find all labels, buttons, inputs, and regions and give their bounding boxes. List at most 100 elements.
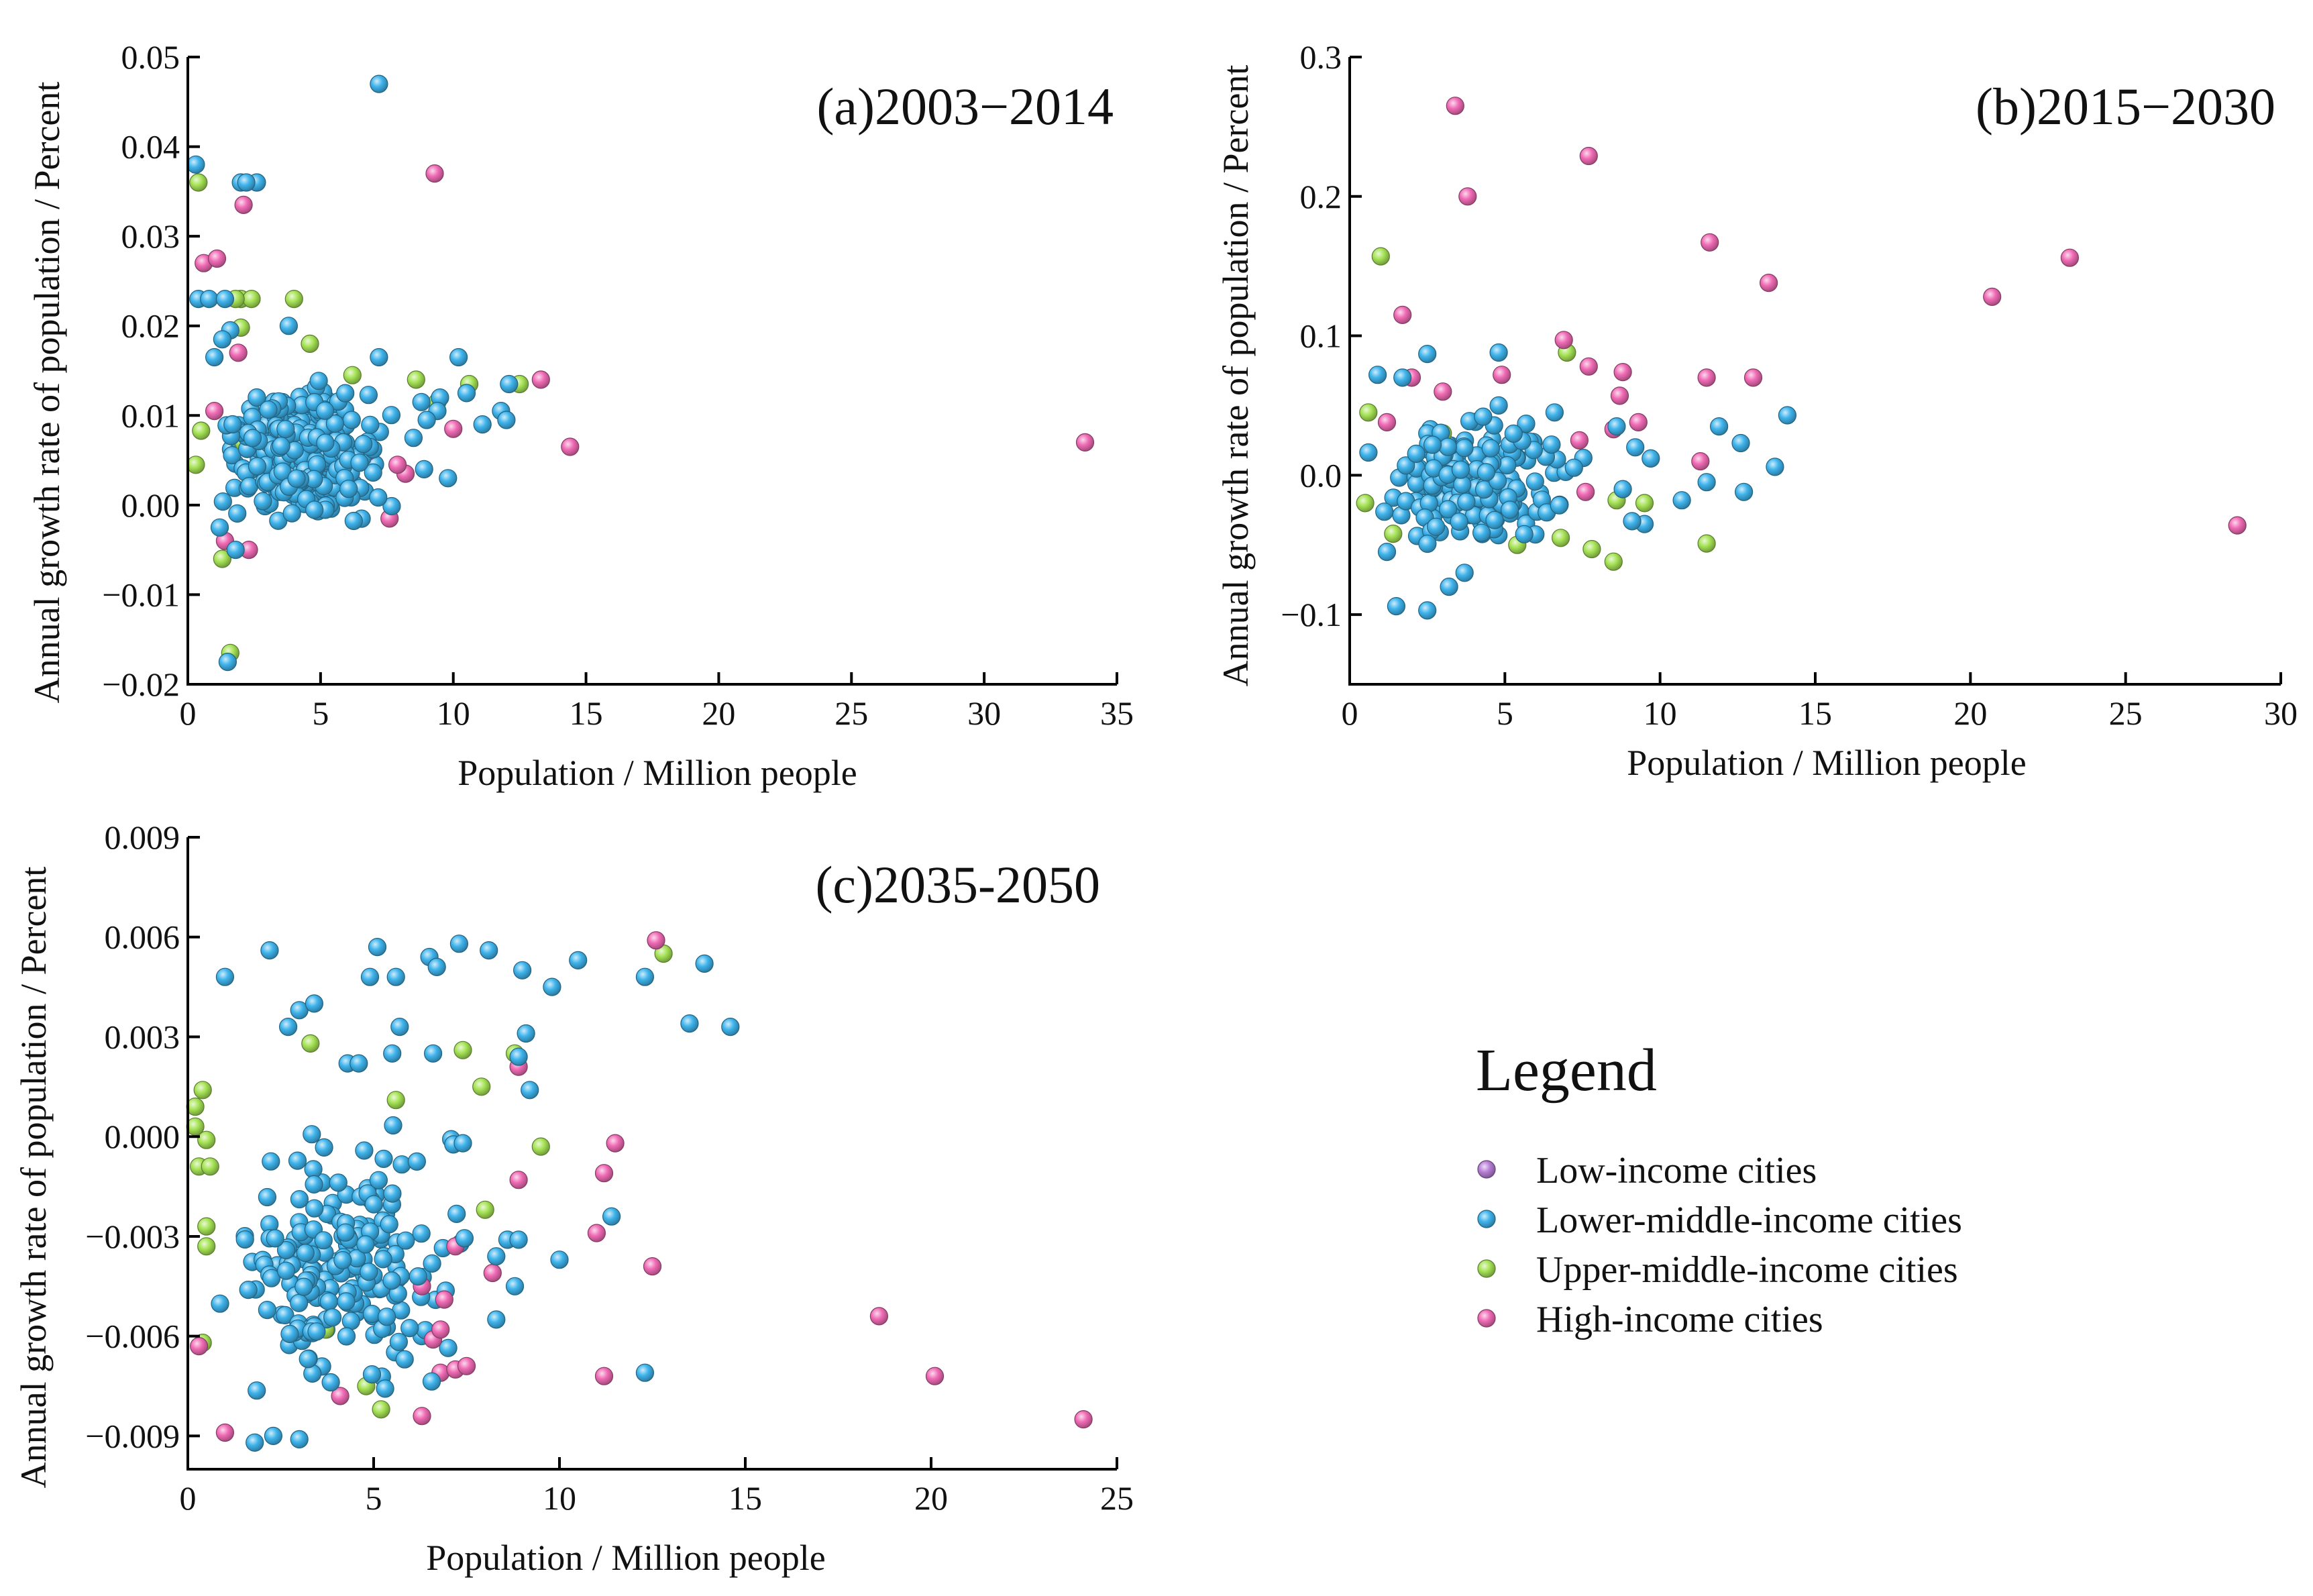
scatter-point-lower-middle	[344, 511, 363, 531]
legend-marker-lower-middle	[1477, 1210, 1496, 1228]
scatter-point-lower-middle	[457, 384, 476, 403]
scatter-point-lower-middle	[449, 935, 469, 953]
scatter-point-lower-middle	[218, 652, 237, 672]
scatter-point-lower-middle	[1407, 444, 1426, 464]
scatter-point-lower-middle	[1455, 564, 1474, 582]
scatter-point-upper-middle	[301, 1034, 320, 1053]
y-tick-label: 0.01	[121, 396, 180, 434]
legend-marker-upper-middle	[1477, 1259, 1496, 1278]
scatter-point-lower-middle	[294, 1277, 313, 1296]
scatter-point-lower-middle	[362, 1304, 382, 1324]
scatter-point-high	[1701, 233, 1719, 252]
scatter-point-lower-middle	[307, 455, 327, 474]
x-tick-label: 20	[702, 694, 735, 732]
scatter-point-lower-middle	[336, 384, 355, 403]
scatter-point-lower-middle	[205, 348, 224, 367]
scatter-point-lower-middle	[383, 1044, 402, 1063]
scatter-point-lower-middle	[1489, 396, 1508, 415]
legend-items: Low-income cities Lower-middle-income cit…	[1477, 1150, 1962, 1340]
x-tick-label: 0	[180, 1479, 197, 1517]
scatter-point-lower-middle	[316, 433, 335, 452]
x-axis-label-a: Population / Million people	[458, 753, 857, 793]
scatter-point-lower-middle	[1550, 496, 1568, 515]
scatter-point-high	[2228, 516, 2247, 535]
scatter-point-lower-middle	[186, 155, 205, 174]
scatter-point-lower-middle	[1623, 512, 1642, 531]
scatter-point-high	[1074, 1410, 1093, 1429]
scatter-points-c	[186, 931, 1093, 1452]
scatter-point-high	[531, 370, 550, 389]
scatter-point-lower-middle	[323, 1308, 342, 1327]
scatter-point-upper-middle	[531, 1137, 550, 1156]
scatter-point-lower-middle	[1455, 439, 1474, 458]
scatter-point-lower-middle	[377, 1308, 396, 1326]
scatter-point-lower-middle	[315, 401, 335, 420]
scatter-point-lower-middle	[635, 1363, 655, 1382]
scatter-point-lower-middle	[1375, 502, 1394, 521]
scatter-point-lower-middle	[262, 1269, 281, 1287]
y-tick-label: 0.3	[1300, 38, 1342, 76]
scatter-point-lower-middle	[423, 1044, 443, 1063]
x-tick-label: 0	[180, 694, 197, 732]
scatter-point-upper-middle	[197, 1130, 216, 1149]
scatter-point-lower-middle	[299, 1350, 317, 1369]
scatter-point-lower-middle	[422, 1372, 441, 1391]
scatter-point-lower-middle	[248, 388, 266, 407]
scatter-point-lower-middle	[374, 1250, 392, 1269]
x-tick-label: 5	[1497, 694, 1513, 732]
scatter-point-lower-middle	[349, 1054, 368, 1073]
y-tick-label: 0.05	[121, 38, 180, 76]
x-axis-label-c: Population / Million people	[426, 1538, 825, 1578]
scatter-point-lower-middle	[680, 1014, 699, 1033]
scatter-point-lower-middle	[354, 435, 373, 454]
legend-marker-high	[1477, 1309, 1496, 1328]
scatter-point-high	[1691, 451, 1710, 471]
scatter-point-lower-middle	[260, 941, 279, 960]
scatter-point-high	[234, 195, 253, 214]
scatter-point-upper-middle	[386, 1091, 405, 1110]
scatter-point-upper-middle	[453, 1041, 472, 1059]
scatter-point-lower-middle	[1457, 492, 1476, 511]
scatter-points-b	[1356, 97, 2247, 620]
scatter-point-lower-middle	[1439, 500, 1458, 519]
scatter-point-lower-middle	[1481, 439, 1500, 458]
scatter-point-lower-middle	[305, 1175, 323, 1194]
scatter-point-upper-middle	[242, 290, 261, 309]
y-tick-label: 0.02	[121, 307, 180, 345]
scatter-point-upper-middle	[192, 421, 211, 440]
scatter-point-upper-middle	[1371, 247, 1390, 266]
scatter-point-high	[647, 931, 665, 950]
scatter-point-lower-middle	[259, 400, 278, 419]
scatter-point-lower-middle	[1778, 406, 1796, 425]
scatter-point-lower-middle	[1476, 463, 1495, 482]
x-tick-label: 10	[437, 694, 470, 732]
scatter-point-upper-middle	[476, 1200, 494, 1219]
scatter-point-lower-middle	[1418, 344, 1437, 364]
scatter-point-lower-middle	[1418, 534, 1437, 553]
scatter-point-lower-middle	[276, 1306, 294, 1325]
scatter-point-high	[1760, 274, 1778, 292]
scatter-point-lower-middle	[453, 1134, 472, 1153]
scatter-point-upper-middle	[1356, 494, 1375, 513]
scatter-point-lower-middle	[374, 1149, 393, 1169]
scatter-point-lower-middle	[1427, 517, 1446, 536]
scatter-point-lower-middle	[290, 1430, 309, 1448]
y-axis-label-b: Annual growth rate of population / Perce…	[1216, 65, 1256, 687]
scatter-point-lower-middle	[223, 415, 242, 434]
scatter-point-lower-middle	[329, 1173, 347, 1192]
scatter-point-high	[1493, 366, 1511, 384]
scatter-point-lower-middle	[228, 504, 247, 523]
scatter-point-high	[435, 1290, 453, 1309]
scatter-point-lower-middle	[383, 1184, 402, 1203]
scatter-point-high	[1743, 368, 1763, 387]
scatter-point-lower-middle	[1498, 456, 1517, 475]
scatter-point-upper-middle	[201, 1157, 219, 1176]
scatter-point-lower-middle	[427, 957, 446, 977]
y-tick-label: −0.003	[85, 1218, 180, 1255]
scatter-point-lower-middle	[1418, 601, 1437, 620]
scatter-point-high	[869, 1307, 889, 1326]
scatter-point-lower-middle	[509, 1230, 528, 1249]
scatter-point-lower-middle	[272, 437, 290, 456]
scatter-point-lower-middle	[521, 1081, 539, 1100]
x-tick-label: 15	[570, 694, 603, 732]
